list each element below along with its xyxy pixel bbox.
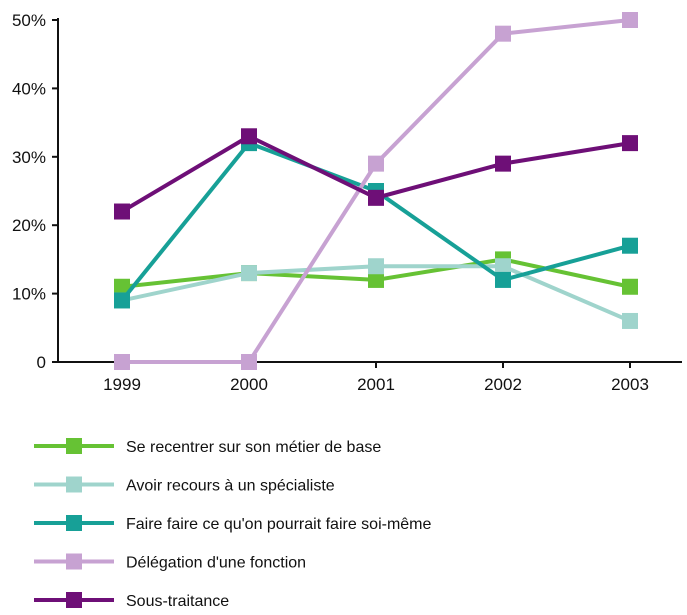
legend-swatch-marker — [66, 592, 82, 608]
series-3 — [114, 12, 638, 370]
legend-label: Sous-traitance — [126, 593, 229, 610]
data-point — [495, 258, 511, 275]
x-tick-label: 2000 — [230, 375, 268, 394]
y-tick-label: 10% — [12, 285, 46, 304]
data-point — [495, 155, 511, 172]
data-point — [495, 271, 511, 288]
legend-swatch-marker — [66, 553, 82, 570]
data-point — [622, 12, 638, 28]
legend-swatch-marker — [66, 438, 82, 454]
legend-label: Avoir recours à un spécialiste — [126, 478, 335, 495]
legend-item: Sous-traitance — [34, 592, 229, 610]
x-tick-label: 2001 — [357, 375, 395, 394]
legend-label: Faire faire ce qu'on pourrait faire soi-… — [126, 516, 432, 533]
data-point — [622, 278, 638, 295]
data-point — [241, 354, 257, 370]
y-tick-label: 30% — [12, 148, 46, 167]
legend-item: Se recentrer sur son métier de base — [34, 438, 381, 456]
y-tick-label: 0 — [37, 353, 46, 372]
x-tick-label: 2002 — [484, 375, 522, 394]
legend: Se recentrer sur son métier de base Avoir… — [34, 438, 432, 610]
y-tick-label: 50% — [12, 11, 46, 30]
axes: 0 10% 20% 30% 40% 50% 1999 2000 2001 2002 2003 — [12, 11, 682, 394]
data-point — [241, 265, 257, 282]
data-point — [241, 128, 257, 145]
legend-label: Se recentrer sur son métier de base — [126, 439, 381, 456]
data-point — [114, 354, 130, 370]
series-4 — [114, 128, 638, 220]
data-point — [622, 135, 638, 152]
data-point — [368, 155, 384, 172]
series-1 — [114, 258, 638, 329]
legend-swatch-marker — [66, 515, 82, 531]
series-layer — [114, 12, 638, 370]
legend-item: Faire faire ce qu'on pourrait faire soi-… — [34, 515, 432, 533]
data-point — [368, 189, 384, 206]
legend-swatch-marker — [66, 476, 82, 493]
y-tick-label: 40% — [12, 79, 46, 98]
data-point — [114, 203, 130, 220]
data-point — [114, 292, 130, 309]
data-point — [114, 278, 130, 295]
data-point — [368, 271, 384, 288]
data-point — [495, 25, 511, 42]
legend-item: Avoir recours à un spécialiste — [34, 476, 335, 495]
x-tick-label: 1999 — [103, 375, 141, 394]
data-point — [622, 237, 638, 254]
y-tick-label: 20% — [12, 216, 46, 235]
data-point — [368, 258, 384, 275]
legend-label: Délégation d'une fonction — [126, 555, 306, 572]
legend-item: Délégation d'une fonction — [34, 553, 306, 572]
x-tick-label: 2003 — [611, 375, 649, 394]
data-point — [622, 312, 638, 329]
